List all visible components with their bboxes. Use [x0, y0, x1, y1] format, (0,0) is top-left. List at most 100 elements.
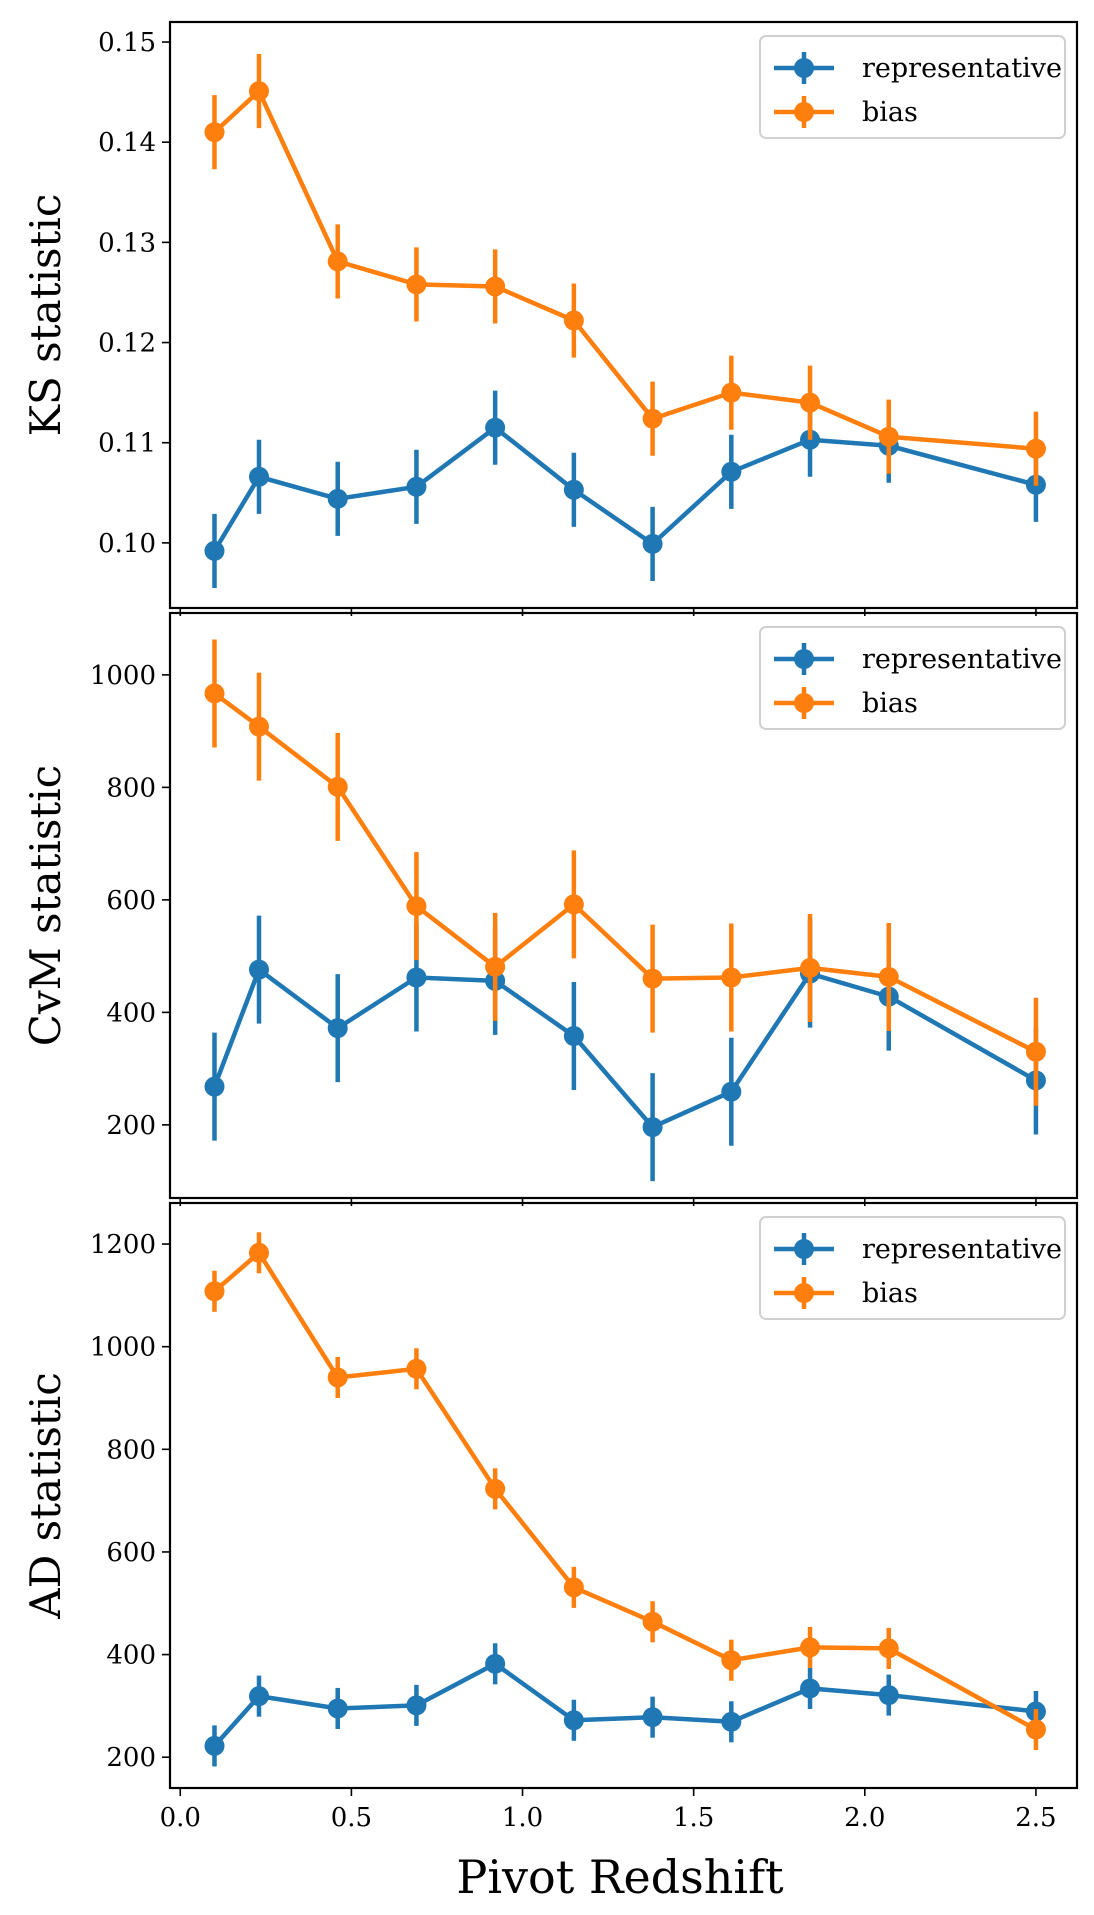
y-axis-label: CvM statistic: [21, 765, 70, 1046]
data-point: [248, 716, 269, 737]
y-tick-label: 200: [106, 1743, 156, 1773]
data-point: [327, 776, 348, 797]
legend-item-representative: representative: [774, 643, 1062, 675]
x-tick-label: 2.0: [844, 1803, 885, 1833]
axes-frame: [168, 20, 1079, 610]
data-point: [800, 1678, 821, 1699]
data-point: [563, 1026, 584, 1046]
panel-3: 200 400 600 800 1000 1200 0.0 0.5 1.0 1.5 2.0 2.5 AD…: [21, 1201, 1079, 1833]
data-point: [563, 310, 584, 331]
data-point: [800, 957, 821, 978]
data-point: [327, 1018, 348, 1039]
legend-label: bias: [862, 1278, 918, 1309]
data-point: [406, 274, 427, 295]
legend-label: representative: [862, 644, 1062, 675]
plot-area: [204, 1232, 1046, 1767]
data-point: [1025, 1719, 1046, 1740]
data-point: [642, 1707, 663, 1728]
data-point: [204, 1281, 225, 1302]
x-tick-label: 1.5: [673, 1803, 714, 1833]
data-point: [721, 967, 742, 988]
data-point: [642, 1611, 663, 1632]
legend: representative bias: [759, 626, 1066, 730]
data-point: [1025, 438, 1046, 459]
series-bias: [204, 1232, 1046, 1751]
legend-item-bias: bias: [774, 687, 918, 719]
data-point: [800, 1637, 821, 1658]
data-point: [406, 476, 427, 497]
data-point: [406, 1695, 427, 1716]
data-point: [485, 417, 506, 438]
y-tick-label: 1000: [90, 1333, 156, 1363]
data-point: [878, 426, 899, 447]
data-point: [563, 894, 584, 915]
data-point: [248, 1242, 269, 1263]
data-point: [327, 1698, 348, 1719]
legend: representative bias: [759, 35, 1066, 139]
data-point: [204, 683, 225, 704]
y-tick-label: 1000: [90, 661, 156, 691]
axes-frame: [168, 611, 1079, 1200]
y-tick-label: 0.14: [98, 128, 156, 158]
data-point: [878, 1685, 899, 1706]
axes-frame: [168, 1201, 1079, 1790]
legend-marker: [794, 1239, 814, 1259]
data-point: [204, 1735, 225, 1756]
legend-marker: [794, 693, 814, 713]
y-tick-label: 800: [106, 773, 156, 803]
y-tick-label: 0.12: [98, 329, 156, 359]
legend-marker: [794, 58, 814, 78]
data-point: [721, 461, 742, 482]
y-tick-label: 1200: [90, 1230, 156, 1260]
data-point: [721, 1650, 742, 1671]
plot-area: [204, 639, 1046, 1182]
data-point: [204, 540, 225, 561]
legend-label: bias: [862, 97, 918, 128]
y-tick-label: 400: [106, 998, 156, 1028]
data-point: [642, 533, 663, 554]
data-point: [248, 81, 269, 102]
y-tick-label: 600: [106, 886, 156, 916]
y-tick-label: 0.10: [98, 529, 156, 559]
data-point: [485, 276, 506, 297]
panels: 0.10 0.11 0.12 0.13 0.14 0.15 KS statistic repr…: [21, 20, 1079, 1833]
data-point: [800, 392, 821, 413]
data-point: [1025, 1041, 1046, 1062]
data-point: [642, 408, 663, 429]
y-tick-label: 400: [106, 1641, 156, 1671]
x-tick-label: 0.5: [331, 1803, 372, 1833]
data-point: [485, 956, 506, 977]
y-tick-label: 0.11: [98, 429, 156, 459]
data-point: [248, 959, 269, 980]
data-point: [642, 1117, 663, 1138]
data-point: [248, 466, 269, 487]
panel-2: 200 400 600 800 1000 CvM statistic representat…: [21, 611, 1079, 1206]
data-point: [721, 382, 742, 403]
legend-label: representative: [862, 1234, 1062, 1265]
data-point: [563, 1577, 584, 1598]
data-point: [642, 968, 663, 989]
legend: representative bias: [759, 1216, 1066, 1320]
legend-box: [759, 1216, 1066, 1320]
legend-label: representative: [862, 53, 1062, 84]
data-point: [485, 1653, 506, 1674]
y-tick-label: 0.15: [98, 28, 156, 58]
legend-marker: [794, 102, 814, 122]
data-point: [327, 251, 348, 272]
data-point: [406, 896, 427, 917]
data-point: [327, 488, 348, 509]
legend-marker: [794, 1283, 814, 1303]
data-point: [406, 967, 427, 988]
data-point: [406, 1358, 427, 1379]
x-axis-label: Pivot Redshift: [456, 1850, 784, 1904]
legend-marker: [794, 649, 814, 669]
data-point: [721, 1711, 742, 1732]
y-axis-label: KS statistic: [21, 194, 70, 437]
panel-1: 0.10 0.11 0.12 0.13 0.14 0.15 KS statistic repr…: [21, 20, 1079, 616]
data-point: [563, 1710, 584, 1731]
y-axis-label: AD statistic: [21, 1372, 70, 1620]
data-point: [878, 966, 899, 987]
legend-box: [759, 626, 1066, 730]
